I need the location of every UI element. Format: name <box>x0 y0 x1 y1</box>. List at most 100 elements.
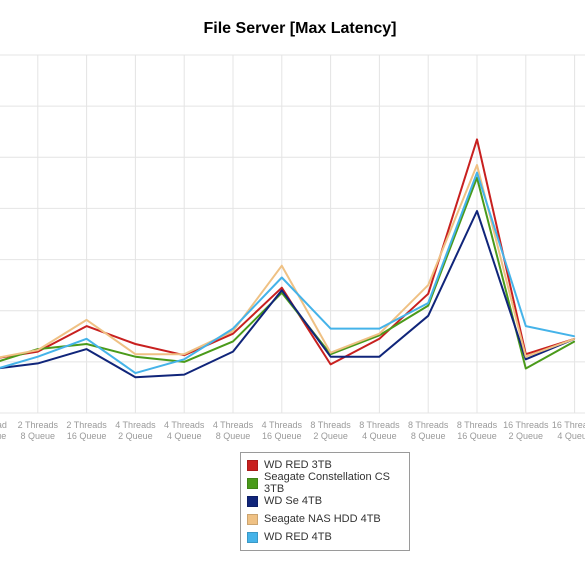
legend-item: Seagate NAS HDD 4TB <box>247 510 403 528</box>
x-tick-label: 2 Threads <box>66 420 107 430</box>
x-tick-label: 4 Queue <box>167 431 202 441</box>
data-point <box>378 334 380 336</box>
data-point <box>476 138 478 140</box>
data-point <box>281 277 283 278</box>
data-point <box>183 361 185 363</box>
data-point <box>281 289 283 291</box>
data-point <box>86 319 88 321</box>
data-point <box>525 356 527 358</box>
data-point <box>37 351 39 353</box>
x-tick-label: 16 Queue <box>457 431 497 441</box>
data-point <box>232 328 234 330</box>
chart-grid <box>0 54 585 414</box>
legend-label: WD Se 4TB <box>264 495 323 507</box>
data-point <box>37 362 39 364</box>
data-point <box>427 305 429 307</box>
data-point <box>134 353 136 355</box>
data-point <box>183 358 185 360</box>
x-tick-label: 2 Threads <box>18 420 59 430</box>
data-point <box>574 335 576 337</box>
x-tick-label: 1 Queue <box>0 431 6 441</box>
x-tick-label: 16 Threads <box>552 420 585 430</box>
legend-label: Seagate Constellation CS 3TB <box>264 471 390 495</box>
data-point <box>378 328 380 330</box>
data-point <box>427 293 429 295</box>
chart-title: File Server [Max Latency] <box>203 20 397 37</box>
legend-label: WD RED 4TB <box>264 531 332 543</box>
legend-swatch <box>247 495 258 507</box>
data-point <box>86 343 88 345</box>
data-point <box>476 164 478 166</box>
x-tick-label: 16 Queue <box>67 431 107 441</box>
data-point <box>378 338 380 340</box>
x-tick-label: 4 Threads <box>115 420 156 430</box>
x-tick-label: 4 Threads <box>164 420 205 430</box>
x-tick-label: 16 Threads <box>503 420 549 430</box>
x-tick-label: 4 Threads <box>213 420 254 430</box>
data-point <box>476 177 478 179</box>
x-tick-label: 8 Queue <box>216 431 251 441</box>
x-tick-label: 4 Threads <box>262 420 303 430</box>
data-point <box>330 356 332 358</box>
x-tick-label: 4 Queue <box>557 431 585 441</box>
legend-swatch <box>247 513 258 525</box>
data-point <box>232 333 234 335</box>
data-point <box>378 356 380 358</box>
legend-item: WD RED 4TB <box>247 528 403 546</box>
data-point <box>525 368 527 369</box>
data-point <box>183 353 185 355</box>
legend-swatch <box>247 459 258 471</box>
x-tick-label: 8 Threads <box>408 420 449 430</box>
legend-label: Seagate NAS HDD 4TB <box>264 513 381 525</box>
data-point <box>427 284 429 286</box>
data-point <box>232 351 234 353</box>
data-point <box>232 330 234 332</box>
data-point <box>525 325 527 327</box>
x-tick-label: 2 Queue <box>509 431 544 441</box>
data-point <box>330 352 332 354</box>
data-point <box>134 343 136 345</box>
data-point <box>86 325 88 327</box>
legend-item: WD RED 3TB <box>247 456 403 474</box>
data-point <box>134 372 136 374</box>
data-point <box>476 172 478 174</box>
legend-swatch <box>247 531 258 543</box>
data-point <box>525 358 527 360</box>
data-point <box>134 376 136 378</box>
x-tick-label: 2 Queue <box>118 431 153 441</box>
data-point <box>86 348 88 350</box>
legend-swatch <box>247 477 258 489</box>
chart-legend: WD RED 3TB Seagate Constellation CS 3TB WD… <box>240 452 410 551</box>
data-point <box>574 338 576 340</box>
data-point <box>281 287 283 289</box>
x-tick-label: 8 Queue <box>21 431 56 441</box>
data-point <box>378 333 380 335</box>
data-point <box>330 353 332 355</box>
data-point <box>37 356 39 358</box>
legend-label: WD RED 3TB <box>264 459 332 471</box>
data-point <box>37 349 39 351</box>
data-point <box>330 328 332 330</box>
legend-item: Seagate Constellation CS 3TB <box>247 471 403 495</box>
data-point <box>330 363 332 365</box>
x-tick-label: 4 Queue <box>362 431 397 441</box>
x-tick-label: 8 Queue <box>411 431 446 441</box>
chart-series <box>0 138 576 379</box>
data-point <box>183 374 185 376</box>
legend-item: WD Se 4TB <box>247 492 403 510</box>
x-tick-label: 2 Queue <box>313 431 348 441</box>
data-point <box>232 340 234 342</box>
x-tick-label: 8 Threads <box>359 420 400 430</box>
data-point <box>427 302 429 304</box>
x-tick-label: 16 Queue <box>262 431 302 441</box>
x-tick-label: 1 Thread <box>0 420 7 430</box>
data-point <box>574 340 576 342</box>
data-point <box>134 356 136 358</box>
data-point <box>86 338 88 340</box>
x-tick-label: 8 Threads <box>310 420 351 430</box>
x-tick-label: 8 Threads <box>457 420 498 430</box>
data-point <box>427 315 429 317</box>
data-point <box>281 292 283 294</box>
